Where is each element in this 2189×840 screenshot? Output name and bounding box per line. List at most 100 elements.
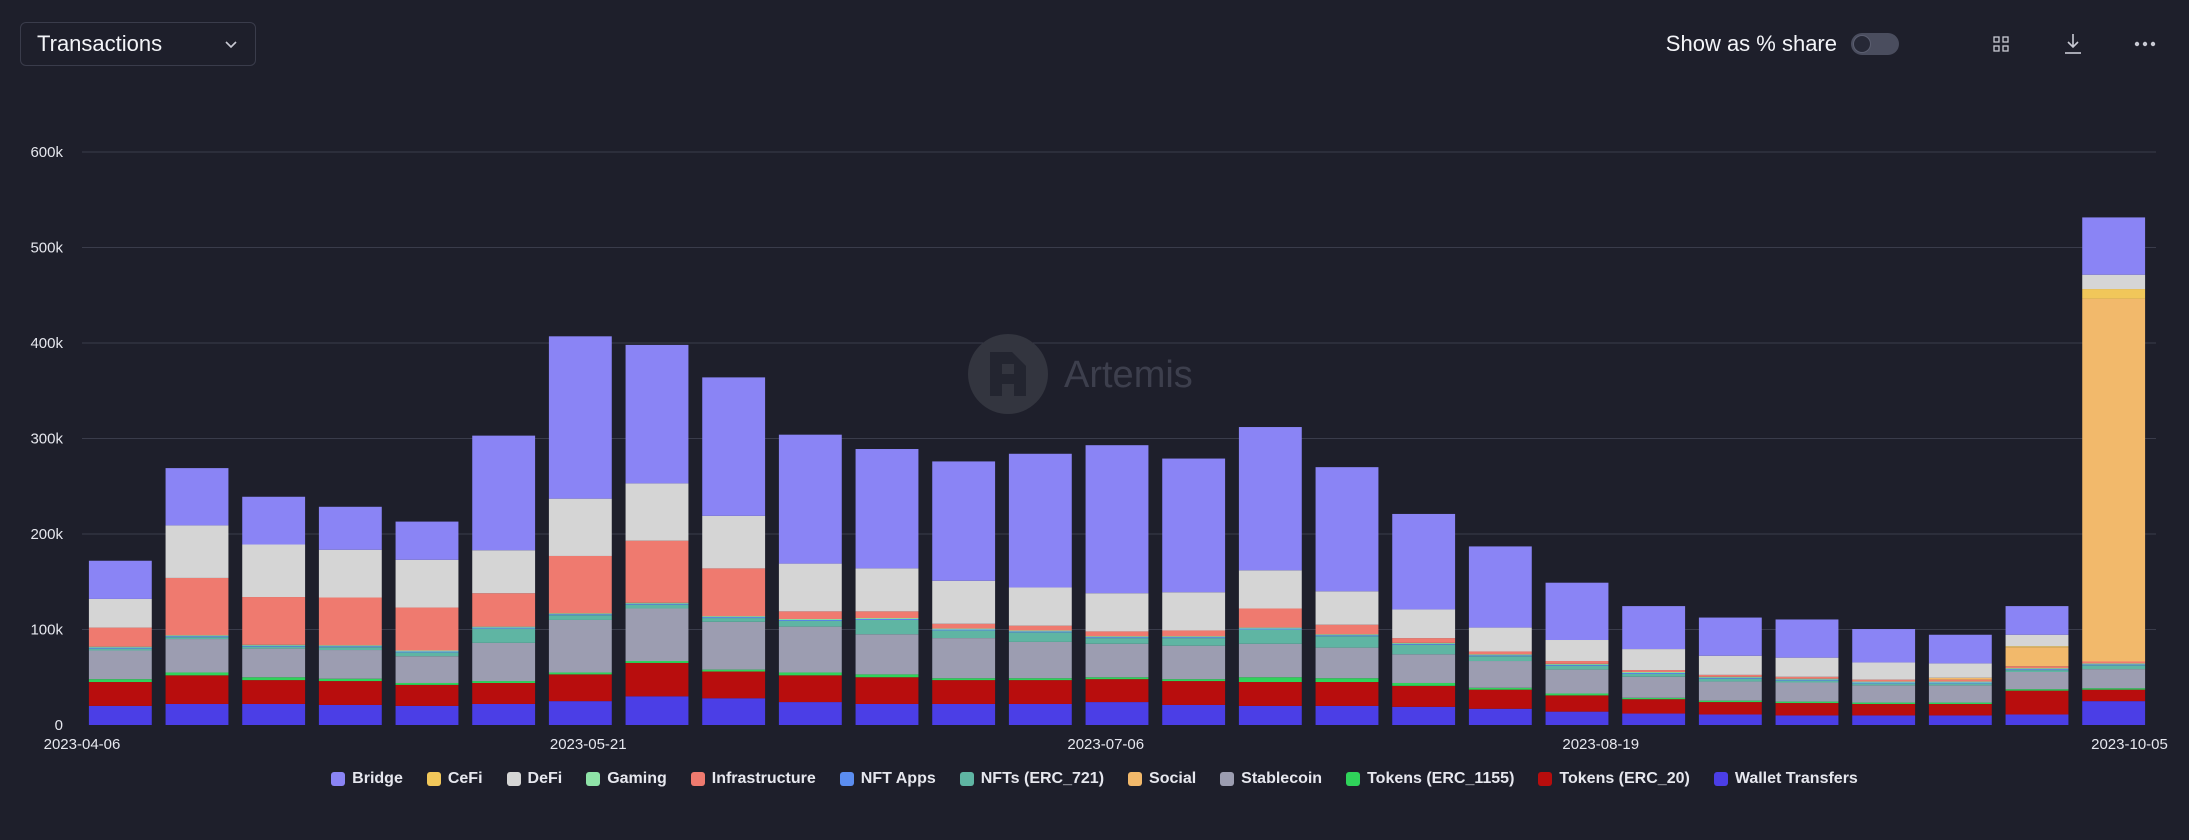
bar-segment (1775, 701, 1839, 704)
bar-segment (1622, 671, 1686, 673)
bar-segment (625, 696, 689, 725)
bar-segment (1315, 635, 1379, 637)
legend-item[interactable]: DeFi (506, 770, 563, 788)
bar-segment (165, 672, 229, 676)
bar-segment (1468, 689, 1532, 709)
legend-label: NFTs (ERC_721) (980, 770, 1105, 787)
bar-segment (1545, 665, 1609, 670)
bar-segment (1852, 629, 1916, 663)
bar-segment (1315, 678, 1379, 683)
bar-segment (472, 550, 536, 594)
bar-segment (2082, 701, 2146, 725)
bar-segment (1238, 677, 1302, 683)
bar-segment (1162, 458, 1226, 593)
bar-segment (702, 617, 766, 619)
bar-segment (2082, 298, 2146, 662)
bar-segment (1008, 632, 1072, 642)
bar-segment (1085, 593, 1149, 632)
artemis-logo-mark (990, 352, 1026, 396)
bar-segment (548, 619, 612, 673)
legend-item[interactable]: NFTs (ERC_721) (959, 770, 1105, 788)
bar-segment (1698, 676, 1762, 678)
bar-segment (1775, 676, 1839, 679)
legend-item[interactable]: Infrastructure (690, 770, 816, 788)
bar-segment (1392, 706, 1456, 725)
legend-swatch (839, 772, 854, 786)
bar-segment (2005, 634, 2069, 647)
bar-segment (395, 651, 459, 653)
bar-stack (2005, 606, 2069, 725)
bar-segment (1622, 676, 1686, 698)
bar-segment (1468, 654, 1532, 656)
y-tick-label: 0 (55, 717, 63, 734)
bar-segment (548, 613, 612, 615)
legend-item[interactable]: Social (1128, 770, 1196, 788)
bar-segment (165, 637, 229, 640)
bar-segment (472, 642, 536, 682)
bar-segment (932, 629, 996, 631)
bar-segment (2005, 714, 2069, 725)
bar-segment (855, 674, 919, 678)
bar-segment (2082, 217, 2146, 275)
more-horizontal-icon[interactable] (2131, 30, 2159, 58)
bar-segment (2005, 668, 2069, 670)
bar-segment (472, 703, 536, 725)
watermark: Artemis (968, 334, 1193, 414)
legend-label: DeFi (527, 770, 563, 787)
bar-segment (932, 623, 996, 629)
grid-icon[interactable] (1987, 30, 2015, 58)
bar-segment (1085, 638, 1149, 644)
bar-segment (625, 540, 689, 603)
bar-segment (2005, 646, 2069, 648)
bar-segment (1238, 627, 1302, 629)
bar-stack (702, 377, 766, 725)
bar-segment (1008, 631, 1072, 633)
download-icon[interactable] (2059, 30, 2087, 58)
legend-item[interactable]: Stablecoin (1220, 770, 1322, 788)
legend-item[interactable]: Gaming (586, 770, 667, 788)
bar-segment (88, 679, 152, 683)
bar-stack (1468, 546, 1532, 725)
bar-segment (1545, 693, 1609, 696)
bar-segment (1162, 638, 1226, 646)
bar-segment (1698, 677, 1762, 679)
bar-segment (1238, 705, 1302, 725)
bar-segment (472, 626, 536, 628)
legend-item[interactable]: Bridge (331, 770, 403, 788)
bar-segment (1162, 704, 1226, 725)
bar-segment (1545, 661, 1609, 664)
bar-segment (165, 675, 229, 704)
y-tick-label: 600k (30, 144, 63, 161)
bar-segment (855, 611, 919, 619)
bar-segment (2005, 606, 2069, 635)
bar-segment (1468, 627, 1532, 652)
legend-item[interactable]: Wallet Transfers (1713, 770, 1858, 788)
bar-segment (2082, 661, 2146, 664)
bar-segment (1698, 678, 1762, 682)
bar-stack (855, 449, 919, 725)
legend-item[interactable]: Tokens (ERC_1155) (1346, 770, 1514, 788)
bar-segment (1468, 655, 1532, 657)
bar-segment (1008, 625, 1072, 631)
bar-segment (1622, 606, 1686, 650)
bar-segment (1315, 636, 1379, 648)
bar-segment (88, 560, 152, 599)
bar-segment (1085, 636, 1149, 638)
bar-segment (1085, 637, 1149, 639)
bar-segment (318, 704, 382, 725)
bar-segment (1698, 674, 1762, 677)
bars (88, 217, 2146, 725)
bar-segment (2005, 647, 2069, 667)
bar-segment (1622, 673, 1686, 677)
legend-item[interactable]: Tokens (ERC_20) (1538, 770, 1690, 788)
legend-label: Tokens (ERC_1155) (1367, 770, 1515, 787)
bar-stack (1315, 467, 1379, 725)
legend-swatch (426, 772, 441, 786)
bar-segment (88, 646, 152, 648)
share-toggle[interactable] (1851, 33, 1899, 55)
metric-dropdown[interactable]: Transactions (20, 22, 256, 66)
legend-item[interactable]: NFT Apps (839, 770, 936, 788)
legend-item[interactable]: CeFi (426, 770, 483, 788)
bar-segment (318, 678, 382, 682)
bar-segment (1392, 644, 1456, 655)
